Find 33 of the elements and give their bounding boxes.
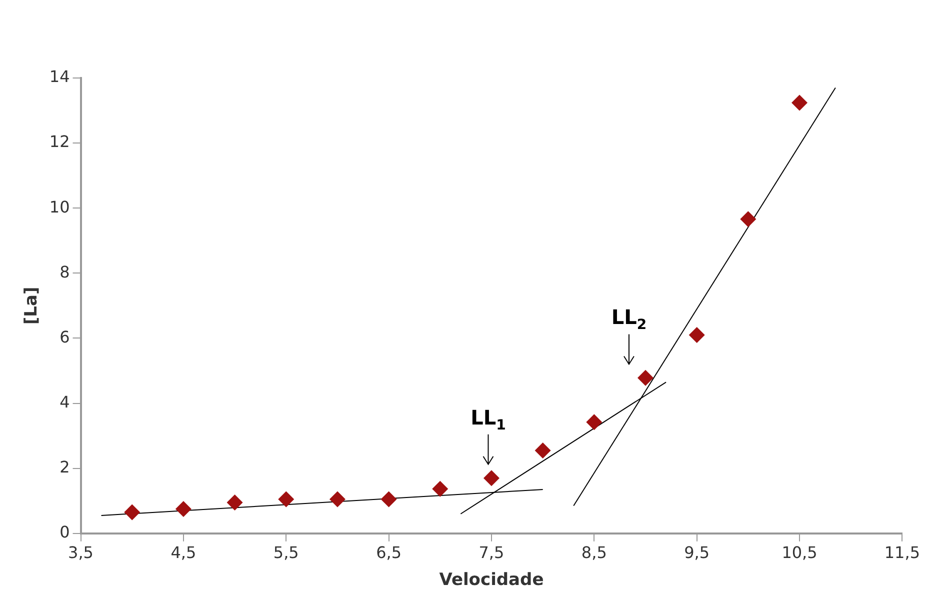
y-tick-label: 6 xyxy=(60,327,70,346)
x-tick-label: 5,5 xyxy=(273,543,299,562)
y-tick-label: 0 xyxy=(60,522,70,542)
x-tick-label: 8,5 xyxy=(581,543,607,562)
y-tick-label: 12 xyxy=(49,132,70,152)
point xyxy=(534,442,551,458)
x-tick-label: 3,5 xyxy=(68,543,94,562)
point xyxy=(432,480,448,497)
y-tick-label: 4 xyxy=(60,392,70,412)
point xyxy=(483,470,500,486)
point xyxy=(175,501,192,518)
point xyxy=(380,491,397,508)
point xyxy=(278,491,294,508)
point xyxy=(740,211,756,228)
point xyxy=(226,494,243,510)
y-tick-label: 14 xyxy=(49,67,70,86)
x-tick-label: 6,5 xyxy=(376,543,402,562)
point xyxy=(688,326,705,343)
y-tick-label: 8 xyxy=(60,262,70,282)
x-tick-label: 7,5 xyxy=(478,543,504,562)
y-tick-label: 10 xyxy=(49,197,70,216)
y-axis-title: [La] xyxy=(22,286,42,325)
point xyxy=(124,504,140,520)
point xyxy=(637,370,654,386)
x-tick-label: 11,5 xyxy=(884,543,920,562)
x-tick-label: 4,5 xyxy=(170,543,196,562)
x-axis-title: Velocidade xyxy=(439,570,544,590)
point xyxy=(792,94,808,111)
point xyxy=(586,414,602,430)
y-tick-label: 2 xyxy=(60,458,70,476)
x-tick-label: 9,5 xyxy=(684,543,710,562)
x-tick-label: 10,5 xyxy=(782,543,818,562)
point xyxy=(329,491,346,508)
